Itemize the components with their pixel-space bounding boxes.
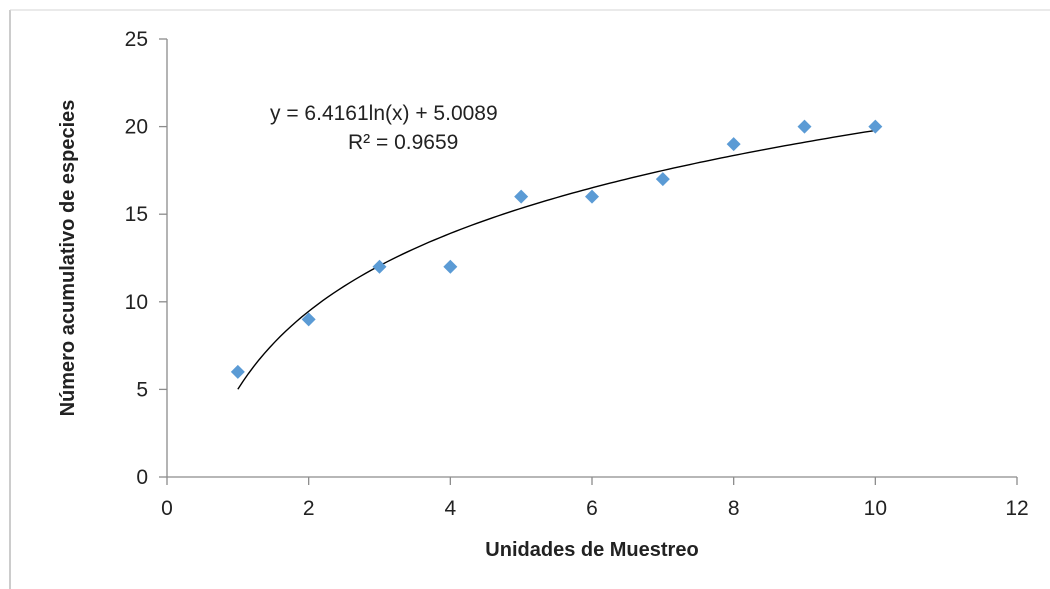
x-axis-title: Unidades de Muestreo: [485, 539, 698, 561]
data-point: [301, 312, 316, 327]
data-point: [514, 189, 529, 204]
y-tick-label: 15: [125, 203, 148, 226]
x-tick-label: 0: [161, 497, 173, 520]
y-ticks: 0 5 10 15 20 25: [125, 28, 167, 489]
data-point: [726, 137, 741, 152]
y-tick-label: 25: [125, 28, 148, 51]
y-tick-label: 5: [136, 378, 148, 401]
x-tick-label: 2: [303, 497, 315, 520]
trendline-equation: y = 6.4161ln(x) + 5.0089: [270, 102, 498, 125]
data-point: [868, 119, 883, 134]
y-tick-label: 20: [125, 116, 148, 139]
data-point: [230, 364, 245, 379]
data-point: [443, 259, 458, 274]
x-tick-label: 10: [864, 497, 887, 520]
data-point: [655, 172, 670, 187]
x-tick-label: 4: [444, 497, 456, 520]
y-tick-label: 10: [125, 291, 148, 314]
data-point: [372, 259, 387, 274]
log-trendline: [237, 129, 876, 390]
x-tick-label: 8: [728, 497, 740, 520]
trendline-r-squared: R² = 0.9659: [348, 131, 458, 154]
trendline-group: [237, 129, 876, 390]
data-points: [230, 119, 883, 379]
data-point: [585, 189, 599, 204]
x-tick-label: 12: [1005, 497, 1028, 520]
y-axis-title: Número acumulativo de especies: [57, 100, 79, 417]
y-tick-label: 0: [136, 466, 148, 489]
x-ticks: 0 2 4 6 8 10 12: [161, 477, 1029, 520]
data-point: [797, 119, 812, 134]
x-tick-label: 6: [586, 497, 598, 520]
